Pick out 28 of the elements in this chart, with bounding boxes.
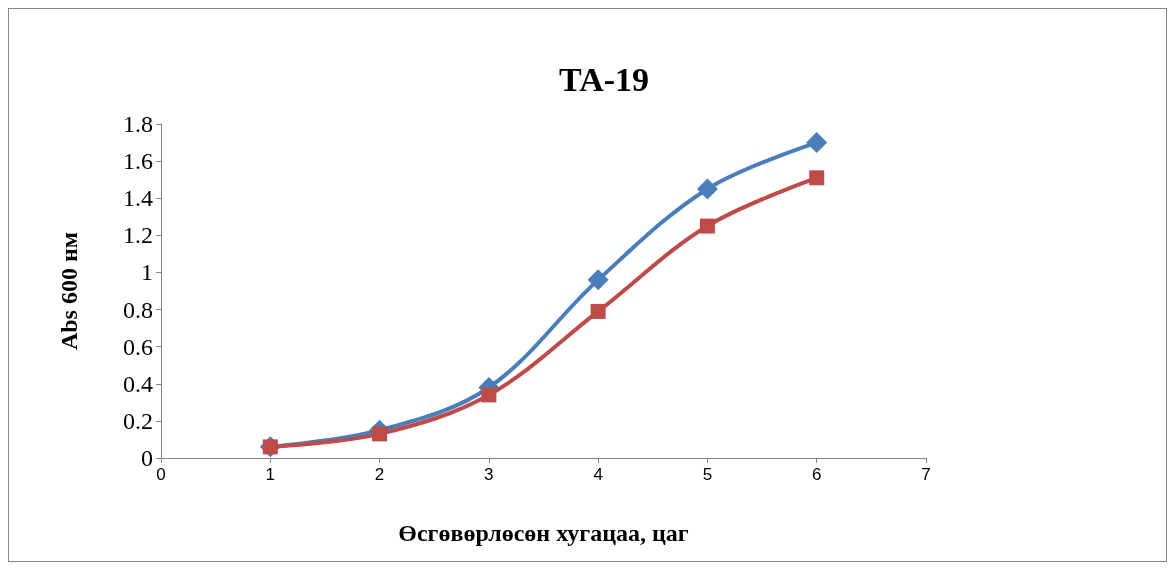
x-tick-label: 3: [484, 465, 494, 484]
y-axis-title: Abs 600 нм: [56, 231, 82, 351]
point: [587, 269, 609, 291]
y-tick-label: 1.2: [123, 222, 153, 249]
y-tick-label: 1.6: [123, 148, 153, 175]
y-tick-label: 0.2: [123, 407, 153, 434]
point: [696, 178, 718, 200]
point: [809, 170, 825, 186]
y-tick-label: 0.6: [123, 333, 153, 360]
point: [590, 303, 606, 319]
x-tick-label: 1: [265, 465, 276, 484]
x-axis-title: Өсгөвөрлөсөн хугацаа, цаг: [398, 520, 689, 546]
x-tick-label: 6: [811, 465, 822, 484]
x-tick-label: 4: [593, 465, 603, 484]
y-tick-label: 1.8: [123, 111, 153, 137]
y-tick-label: 0.4: [123, 370, 153, 397]
y-tick-label: 1.4: [123, 185, 153, 212]
x-tick-label: 2: [374, 465, 385, 484]
y-tick-label: 1: [141, 259, 153, 286]
x-tick-label: 7: [921, 465, 931, 484]
chart-title: TA-19: [558, 60, 650, 98]
y-tick-label: 0.8: [123, 296, 153, 323]
point: [481, 387, 497, 403]
point: [372, 426, 388, 442]
x-tick-label: 0: [156, 465, 166, 484]
point: [806, 132, 828, 154]
point: [699, 218, 715, 234]
x-tick-label: 5: [702, 465, 713, 484]
